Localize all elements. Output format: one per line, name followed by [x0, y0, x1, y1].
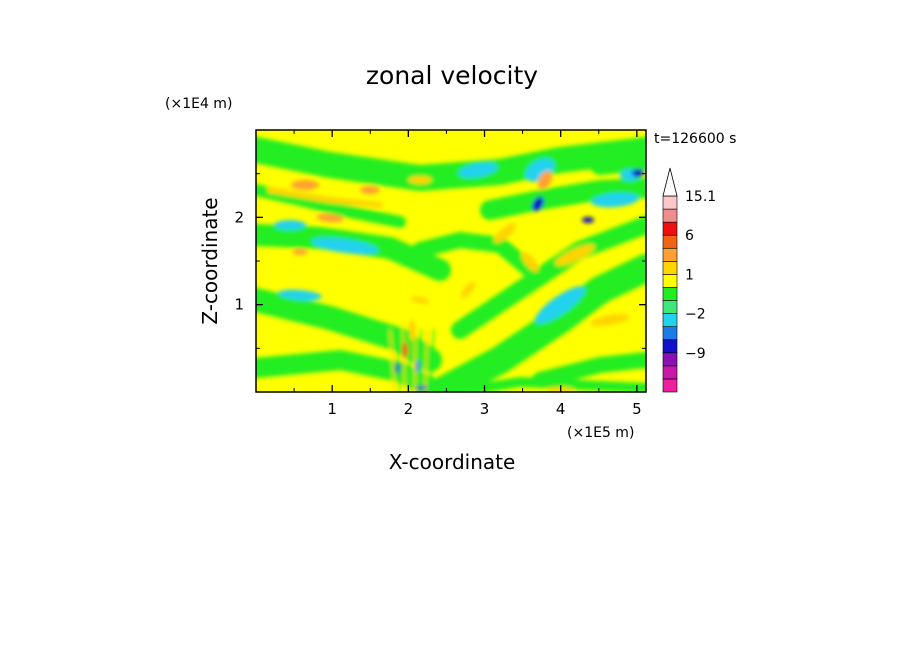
colorbar-segment	[662, 221, 678, 236]
field-shapes	[256, 137, 646, 392]
colorbar-segment	[662, 365, 678, 380]
colorbar-segment	[662, 234, 678, 249]
field-blob	[274, 220, 306, 230]
y-tick-label: 2	[234, 208, 244, 226]
field-band	[480, 178, 646, 220]
field-blob	[408, 176, 432, 184]
colorbar-segment	[662, 313, 678, 327]
field-blob	[591, 192, 639, 208]
colorbar-segment	[662, 287, 678, 301]
field-band	[532, 352, 646, 388]
field-band	[401, 329, 406, 392]
x-tick-label: 3	[480, 400, 490, 418]
colorbar-segment	[662, 261, 678, 275]
colorbar-segment	[662, 326, 678, 341]
field-blob	[534, 286, 586, 324]
colorbar-segment	[662, 300, 678, 314]
x-tick-label: 1	[327, 400, 337, 418]
colorbar-label: 6	[685, 228, 694, 244]
field-band	[465, 377, 646, 392]
colorbar-label: 15.1	[685, 189, 716, 205]
colorbar-segment	[662, 208, 678, 223]
field-blob	[360, 186, 380, 194]
colorbar-segment	[662, 339, 678, 354]
colorbar-segment	[662, 378, 678, 393]
colorbar-extend-arrow	[662, 167, 678, 197]
field-blob	[632, 169, 644, 177]
field-blob	[458, 162, 498, 178]
field-band	[412, 232, 538, 278]
y-axis-title: Z-coordinate	[198, 197, 222, 324]
time-label: t=126600 s	[654, 131, 736, 147]
field-band	[395, 329, 401, 392]
colorbar: 15.1 6 1 −2 −9	[662, 167, 716, 393]
field-band	[407, 329, 411, 392]
colorbar-segment	[662, 247, 678, 262]
field-blob	[554, 244, 596, 266]
colorbar-segment	[662, 352, 678, 367]
field-band	[389, 329, 396, 392]
field-blob	[291, 180, 319, 190]
field-band	[426, 254, 646, 392]
colorbar-segment	[662, 274, 678, 288]
field-blob	[410, 296, 430, 304]
field-blob	[546, 387, 574, 392]
field-band	[419, 329, 423, 392]
x-unit-label: (×1E5 m)	[567, 425, 634, 441]
colorbar-segment	[662, 195, 678, 210]
field-band	[429, 329, 435, 392]
field-blob	[316, 213, 344, 223]
colorbar-label: −2	[685, 307, 706, 323]
y-tick-label: 1	[234, 296, 244, 314]
field-band	[590, 150, 646, 175]
field-blob	[521, 252, 539, 272]
y-unit-label: (×1E4 m)	[165, 96, 232, 112]
field-blob	[532, 196, 544, 212]
field-blob	[292, 249, 308, 255]
field-blob	[460, 281, 476, 299]
x-tick-label: 5	[632, 400, 642, 418]
axis-ticks: 1 2 3 4 5 1 2	[234, 130, 646, 418]
x-tick-label: 4	[556, 400, 566, 418]
field-band	[256, 184, 406, 228]
field-blob	[278, 289, 322, 301]
velocity-field	[256, 137, 646, 392]
field-blob	[582, 217, 594, 223]
field-band	[424, 329, 429, 392]
field-band	[451, 216, 646, 339]
field-band	[267, 187, 383, 208]
field-blob	[311, 237, 379, 255]
x-tick-label: 2	[404, 400, 414, 418]
x-axis-title: X-coordinate	[389, 450, 516, 474]
plot-area	[255, 129, 647, 393]
field-blob	[537, 170, 553, 190]
colorbar-label: −9	[685, 346, 706, 362]
field-blob	[590, 313, 630, 327]
chart-title: zonal velocity	[366, 61, 538, 90]
field-blob	[493, 223, 517, 243]
colorbar-label: 1	[685, 267, 694, 283]
field-blob	[402, 342, 408, 358]
